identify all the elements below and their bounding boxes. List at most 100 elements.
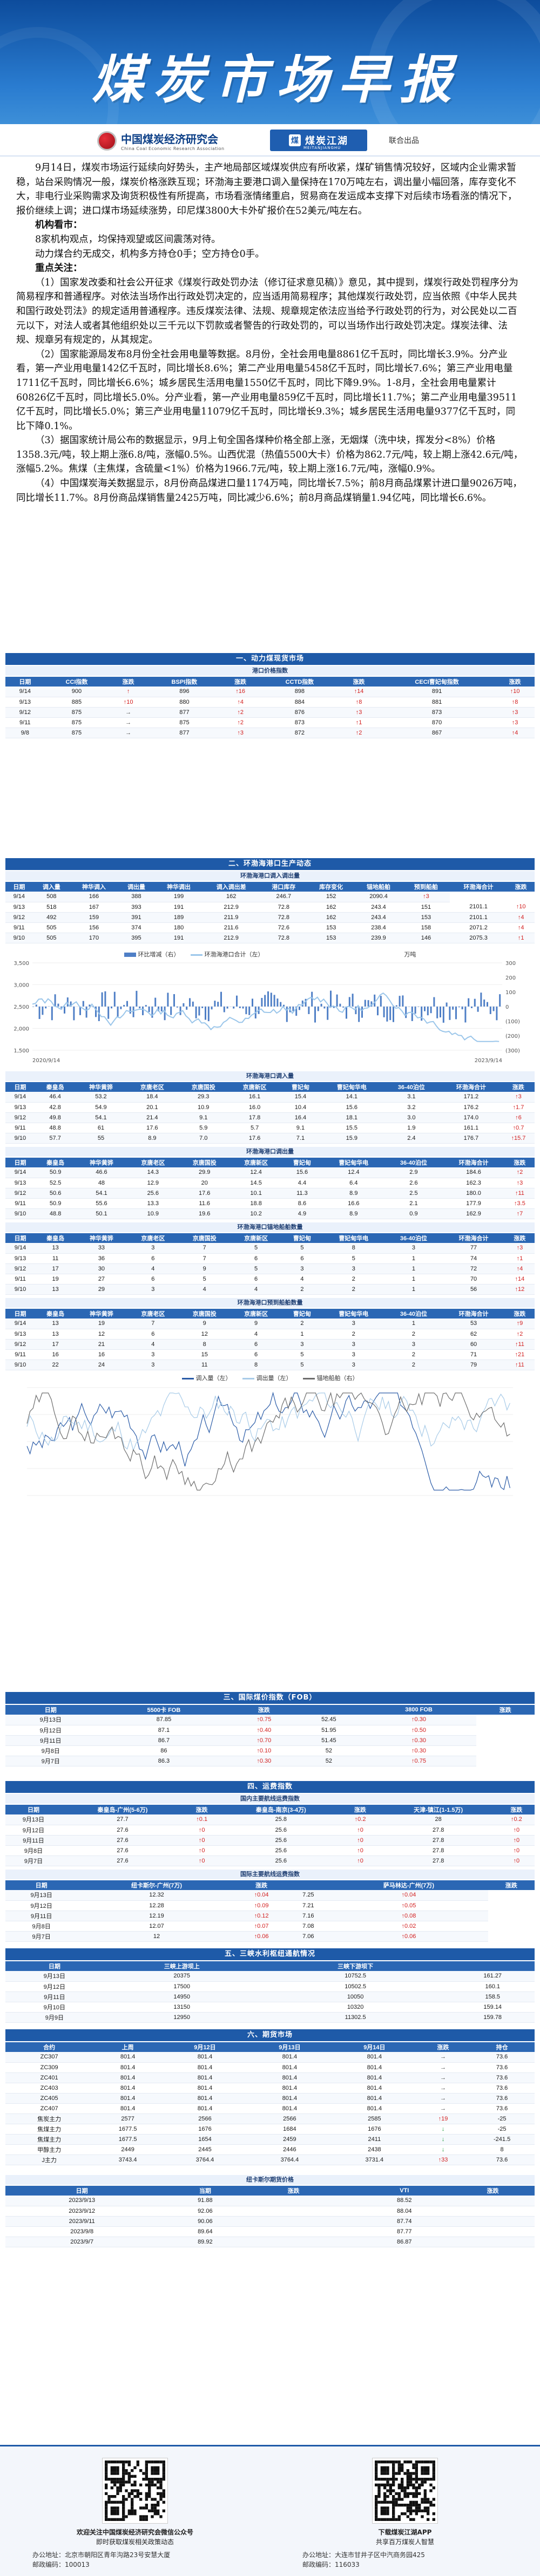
table-cell: 36 xyxy=(76,1253,127,1264)
table-cell: 17 xyxy=(35,1263,76,1274)
table-cell: 9.1 xyxy=(178,1112,230,1123)
column-header: 涨跌 xyxy=(342,1805,379,1814)
tick-label: 2,000 xyxy=(14,1027,29,1032)
tick-label: 1,500 xyxy=(14,1048,29,1054)
table-cell: 21.4 xyxy=(126,1112,178,1123)
intro-paragraph: 9月14日，煤炭市场运行延续向好势头，主产地局部区域煤炭供应有所收紧，煤矿销售情… xyxy=(16,162,517,216)
table-cell: ↑3 xyxy=(495,717,535,728)
table-cell: 19.6 xyxy=(179,1208,231,1219)
table-cell: 153 xyxy=(307,933,355,943)
bar-mark xyxy=(311,991,313,1007)
table-cell: ↑2 xyxy=(504,1167,535,1178)
table-cell: 17 xyxy=(35,1339,76,1350)
bar-mark xyxy=(330,990,332,1007)
table-cell: 1677.5 xyxy=(93,2124,163,2135)
table-cell: 9/12 xyxy=(5,912,33,923)
table-cell: 79 xyxy=(442,1360,505,1370)
table-cell: 9月13日 xyxy=(5,1814,62,1825)
column-header: 京唐老区 xyxy=(127,1309,179,1318)
bar-mark xyxy=(339,1003,341,1007)
table-cell: ↑21 xyxy=(504,1349,535,1360)
table-cell xyxy=(252,2237,336,2247)
column-header: 京唐国投 xyxy=(179,1233,231,1243)
table-cell: 3.2 xyxy=(382,1102,440,1113)
table-cell: 1 xyxy=(384,1253,443,1264)
bar-mark xyxy=(117,1007,119,1017)
bar-mark xyxy=(201,1007,204,1008)
table-cell: 15.4 xyxy=(280,1092,321,1103)
table-row: 9月10日 13150 10320 159.14 xyxy=(5,2002,535,2013)
table-cell xyxy=(260,1971,278,1982)
table-cell: 885 xyxy=(44,697,109,708)
table-cell: 9月11日 xyxy=(5,1911,78,1921)
bar-mark xyxy=(489,1007,491,1014)
tick-label: 2020/9/14 xyxy=(32,1058,60,1064)
table-row: 9月7日 86.3 ↑0.30 52 ↑0.75 xyxy=(5,1756,535,1766)
bar-mark xyxy=(483,999,485,1007)
column-header: 港口库存 xyxy=(260,882,308,892)
legend-swatch xyxy=(190,954,202,956)
legend-item: 调入量（左） xyxy=(181,1374,232,1382)
bar-mark xyxy=(402,995,404,1007)
bar-mark xyxy=(51,1007,53,1021)
table-cell: 33 xyxy=(76,1243,127,1254)
table-cell: 70 xyxy=(442,1274,505,1284)
table-cell: 9月11日 xyxy=(5,1992,104,2002)
column-header: 萨马林达-广州(7万) xyxy=(329,1880,488,1890)
table-row: 9/11 19 27 6 5 6 4 2 1 70 ↑14 xyxy=(5,1274,535,1284)
table-cell: 焦煤主力 xyxy=(5,2124,93,2135)
table-cell: 5 xyxy=(230,1263,282,1274)
intl-freight-table: 日期 纽卡斯尔-广州(7万) 涨跌 萨马林达-广州(7万) 涨跌 9月13日 12.32 ↑0… xyxy=(5,1880,535,1942)
table-header-row: 日期 当期 涨跌 VTI 涨跌 xyxy=(5,2186,535,2196)
bar-mark xyxy=(305,998,307,1007)
bar-mark xyxy=(440,1007,441,1018)
column-header: 日期 xyxy=(5,2186,159,2196)
expected-ships-table: 日期 秦皇岛 神华黄骅 京唐老区 京唐国投 京唐新区 曹妃甸 曹妃甸华电 36-40泊位 环渤海合… xyxy=(5,1309,535,1370)
tick-label: 0 xyxy=(505,1004,509,1010)
column-header: 5500卡 FOB xyxy=(96,1705,232,1715)
table-cell: ↑0.1 xyxy=(184,1814,220,1825)
column-header: 秦皇岛-南京(3-4万) xyxy=(220,1805,342,1814)
table-row: 9/14 13 33 3 7 5 5 8 3 77 ↑3 xyxy=(5,1243,535,1254)
bar-mark xyxy=(107,1007,110,1019)
bar-mark xyxy=(129,1007,131,1014)
column-header: 环渤海合计 xyxy=(449,882,508,892)
bar-mark xyxy=(54,994,56,1007)
table-cell: 50.9 xyxy=(35,1198,76,1209)
table-row: 9/13 13 12 6 12 4 1 2 2 62 ↑2 xyxy=(5,1329,535,1340)
column-header: 京唐新区 xyxy=(229,1082,281,1092)
column-header: 京唐新区 xyxy=(230,1233,282,1243)
table-cell: 146 xyxy=(402,933,450,943)
table-cell xyxy=(434,1992,451,2002)
bar-mark xyxy=(123,1004,125,1007)
table-cell: 87.74 xyxy=(357,2216,451,2227)
table-cell: ↑0.75 xyxy=(361,1756,476,1766)
table-cell: 29.3 xyxy=(178,1092,230,1103)
table-cell: 73.6 xyxy=(469,2093,535,2104)
bar-mark xyxy=(393,1007,394,1022)
table-row: 9/10 505 170 395 191 212.9 72.8 153 239.9 146 2075… xyxy=(5,933,535,943)
table-cell xyxy=(434,1981,451,1992)
intro-paragraph: 动力煤合约无成交，机构多方持仓0手；空方持仓0手。 xyxy=(35,248,265,260)
table-row: 9月11日 12.19 ↑0.12 7.16 ↑0.08 xyxy=(5,1911,535,1921)
legend-item: 锚地船舶（右） xyxy=(302,1374,359,1382)
table-header-row: 日期 CCI指数 涨跌 BSPI指数 涨跌 CCTD指数 涨跌 CECI曹妃甸指数 涨跌 xyxy=(5,677,535,687)
bar-mark xyxy=(223,1007,225,1012)
port-outflow-table: 日期 秦皇岛 神华黄骅 京唐老区 京唐国投 京唐新区 曹妃甸 曹妃甸华电 36-40泊位 环渤海合… xyxy=(5,1158,535,1219)
column-header: 京唐新区 xyxy=(230,1309,282,1318)
table-cell: ↑12 xyxy=(504,1284,535,1295)
bar-mark xyxy=(45,1007,47,1009)
org2-logo: 煤 煤炭江湖 MEITANJIANGHU xyxy=(270,130,367,151)
column-header: 环渤海合计 xyxy=(442,1158,505,1167)
table-cell: 189 xyxy=(155,912,202,923)
column-header: 曹妃甸 xyxy=(281,1233,323,1243)
table-cell: 48.8 xyxy=(35,1123,76,1133)
table-header-row: 日期 秦皇岛 神华黄骅 京唐老区 京唐国投 京唐新区 曹妃甸 曹妃甸华电 36-40泊位 环渤海合… xyxy=(5,1309,535,1318)
column-header: 持仓 xyxy=(469,2042,535,2052)
table-cell: 6 xyxy=(230,1274,282,1284)
section-title: 四、运费指数 xyxy=(5,1781,535,1793)
table-cell: 73.6 xyxy=(469,2154,535,2165)
bar-mark xyxy=(370,1001,373,1007)
table-cell: 891 xyxy=(378,687,496,697)
table-cell: 9/10 xyxy=(5,1208,36,1219)
